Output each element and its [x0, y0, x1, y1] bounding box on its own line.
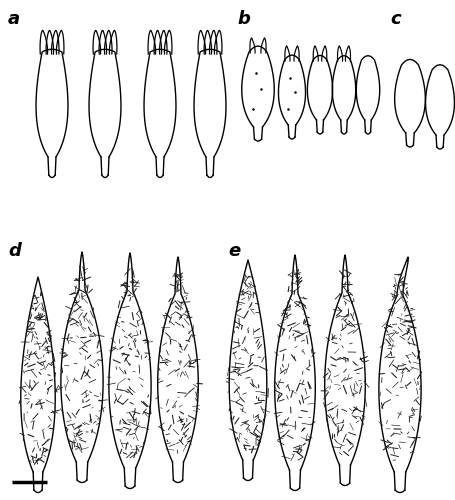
- Text: d: d: [8, 242, 21, 260]
- Text: c: c: [389, 10, 400, 28]
- Text: a: a: [8, 10, 20, 28]
- Text: e: e: [228, 242, 240, 260]
- Text: b: b: [237, 10, 249, 28]
